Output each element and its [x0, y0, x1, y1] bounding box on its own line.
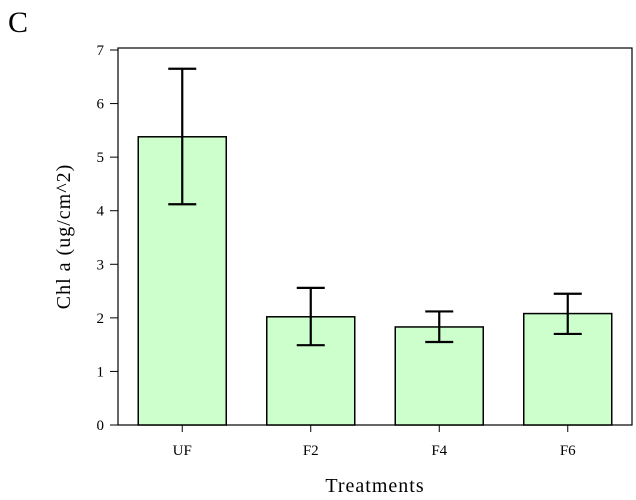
y-tick-label: 5: [97, 150, 105, 166]
y-tick-label: 0: [97, 418, 105, 434]
x-axis-label: Treatments: [325, 475, 424, 497]
y-tick-label: 4: [97, 204, 105, 220]
y-axis-label: Chl a (ug/cm^2): [53, 164, 75, 309]
y-tick-label: 6: [97, 97, 105, 113]
x-tick-label-uf: UF: [173, 443, 192, 459]
x-tick-label-f4: F4: [431, 443, 447, 459]
x-tick-label-f6: F6: [560, 443, 576, 459]
x-tick-label-f2: F2: [303, 443, 319, 459]
y-tick-label: 3: [97, 257, 105, 273]
y-tick-label: 7: [97, 43, 105, 59]
y-tick-label: 2: [97, 311, 105, 327]
y-tick-label: 1: [97, 364, 105, 380]
